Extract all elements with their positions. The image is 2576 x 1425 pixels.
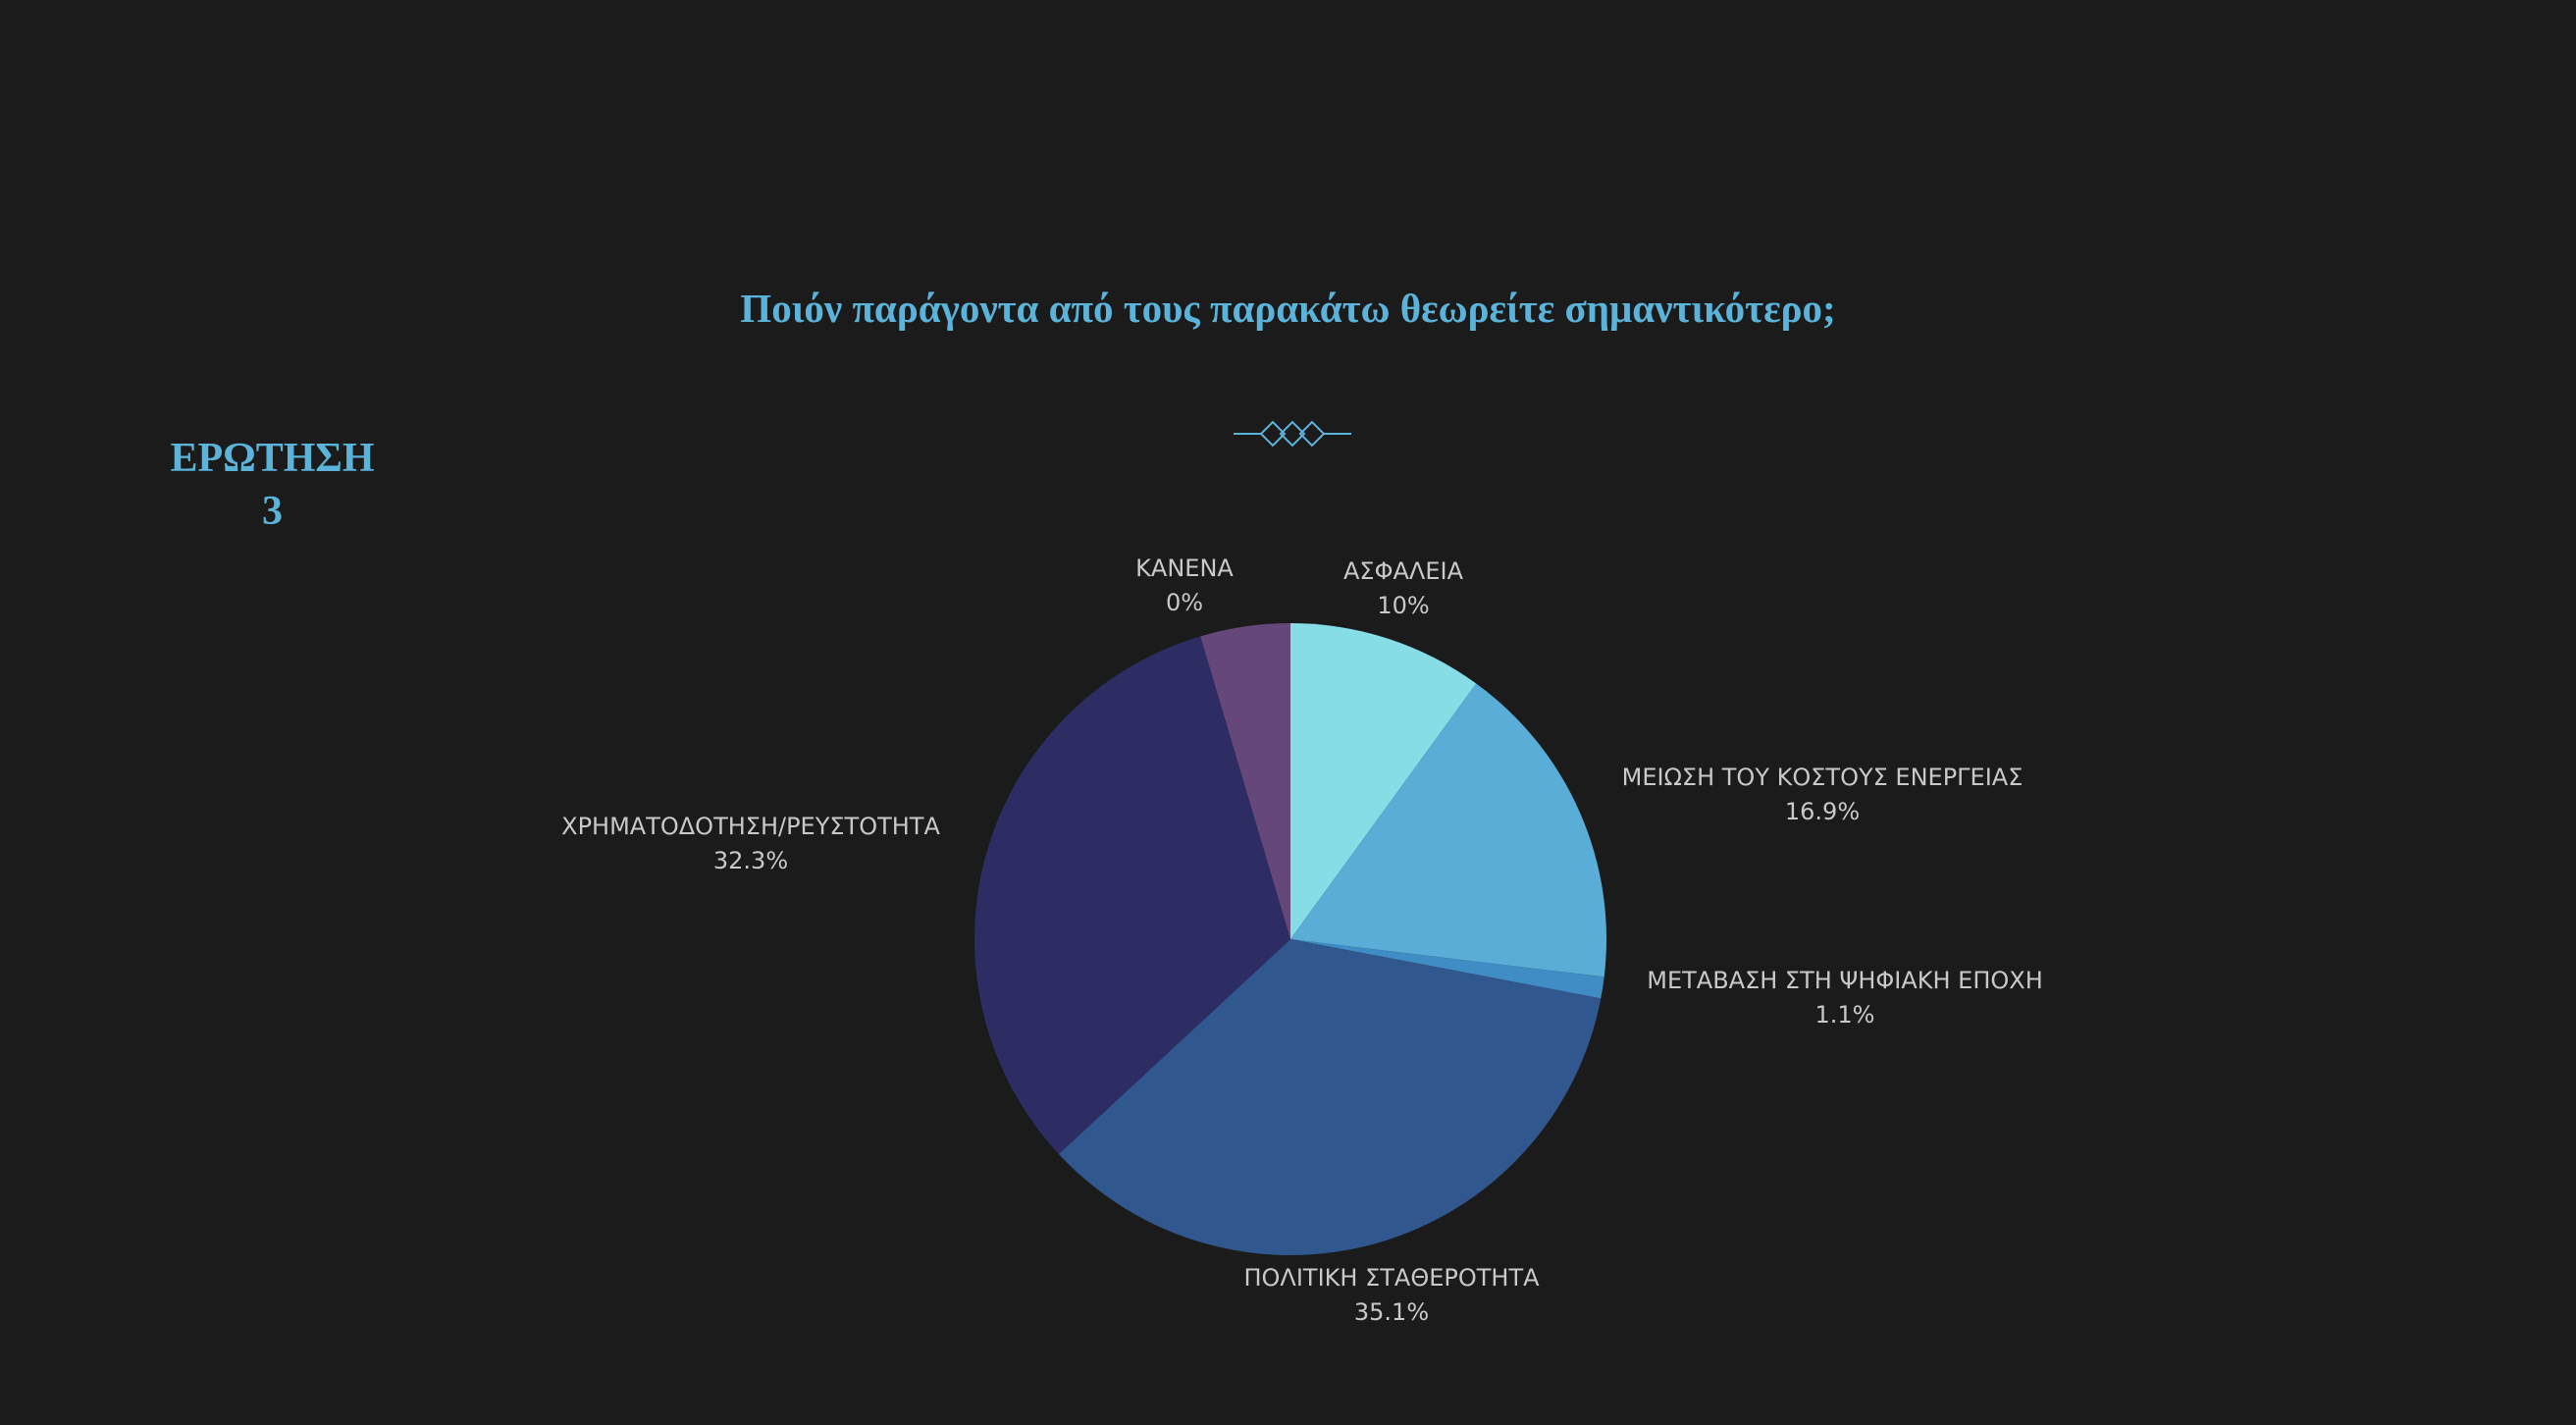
question-number: ΕΡΩΤΗΣΗ 3 bbox=[128, 432, 417, 538]
slice-category-label: ΜΕΙΩΣΗ ΤΟΥ ΚΟΣΤΟΥΣ ΕΝΕΡΓΕΙΑΣ bbox=[1622, 764, 2024, 791]
slice-category-label: ΠΟΛΙΤΙΚΗ ΣΤΑΘΕΡΟΤΗΤΑ bbox=[1243, 1264, 1540, 1292]
slice-category-label: ΚΑΝΕΝΑ bbox=[1135, 554, 1234, 582]
pie-slice bbox=[1058, 939, 1602, 1256]
pie-slice bbox=[1290, 939, 1604, 999]
slice-category-label: ΜΕΤΑΒΑΣΗ ΣΤΗ ΨΗΦΙΑΚΗ ΕΠΟΧΗ bbox=[1647, 967, 2043, 994]
divider-ornament-icon bbox=[1234, 420, 1351, 448]
pie-slice bbox=[1290, 683, 1607, 977]
slice-value-label: 16.9% bbox=[1785, 798, 1860, 825]
slice-value-label: 32.3% bbox=[713, 847, 788, 874]
slice-value-label: 0% bbox=[1166, 589, 1203, 616]
pie-slice bbox=[1200, 623, 1290, 939]
slice-value-label: 35.1% bbox=[1354, 1298, 1429, 1326]
pie-slice bbox=[974, 636, 1290, 1154]
page-title: Ποιόν παράγοντα από τους παρακάτω θεωρεί… bbox=[740, 286, 1836, 331]
slice-category-label: ΑΣΦΑΛΕΙΑ bbox=[1343, 557, 1464, 585]
slice-category-label: ΧΡΗΜΑΤΟΔΟΤΗΣΗ/ΡΕΥΣΤΟΤΗΤΑ bbox=[561, 813, 940, 840]
slice-value-label: 10% bbox=[1377, 592, 1429, 619]
slice-value-label: 1.1% bbox=[1815, 1001, 1875, 1029]
question-number-value: 3 bbox=[262, 489, 283, 534]
question-label-text: ΕΡΩΤΗΣΗ bbox=[170, 436, 375, 481]
pie-slice bbox=[1290, 623, 1477, 939]
